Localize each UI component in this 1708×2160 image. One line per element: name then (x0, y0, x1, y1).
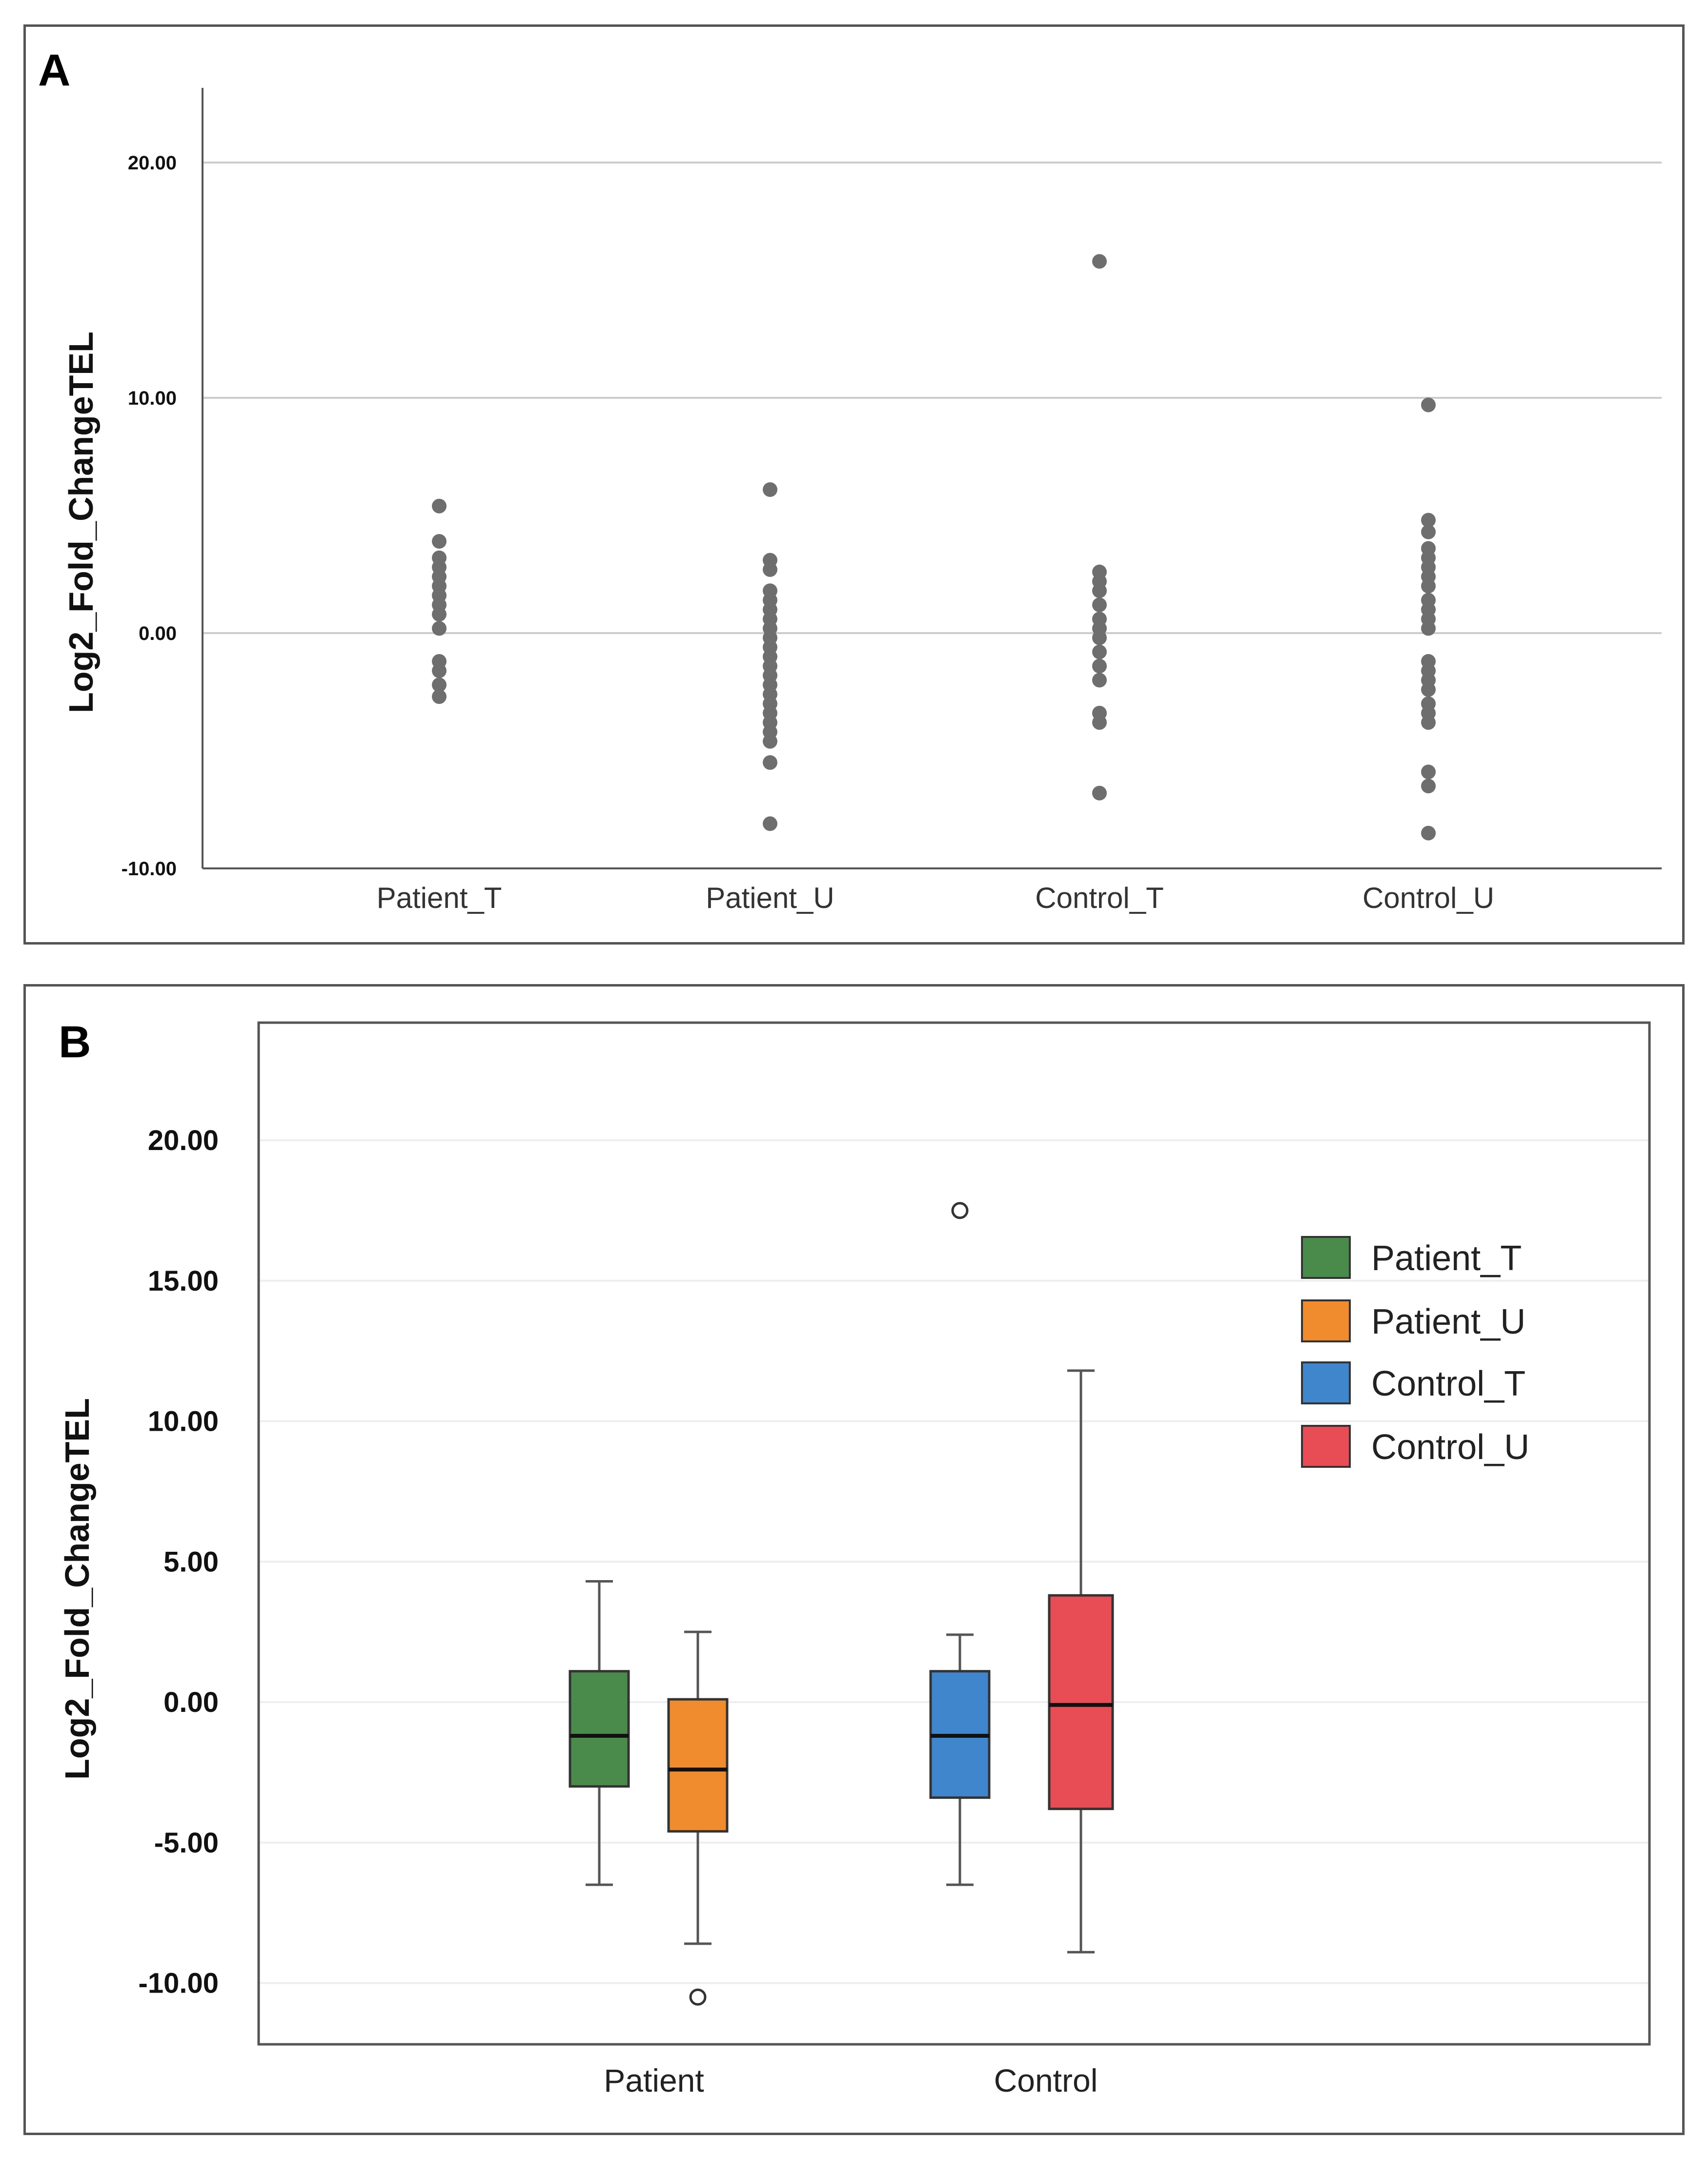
y-tick-label-b: 0.00 (163, 1687, 219, 1718)
x-tick-label-a: Control_T (1035, 882, 1163, 914)
data-point-patient-u (763, 755, 777, 770)
y-tick-label-b: 10.00 (148, 1406, 219, 1438)
data-point-patient-t (432, 689, 447, 704)
legend-swatch-patient-t (1301, 1236, 1351, 1279)
y-axis-label-a: Log2_Fold_ChangeTEL (62, 331, 100, 713)
y-tick-label-b: 15.00 (148, 1265, 219, 1297)
outlier-patient-u (689, 1988, 707, 2006)
data-point-control-u (1421, 764, 1436, 780)
legend-label-control-u: Control_U (1371, 1428, 1529, 1467)
y-tick-label-b: -10.00 (139, 1968, 219, 1999)
legend-label-patient-u: Patient_U (1371, 1302, 1525, 1341)
data-point-control-t (1092, 644, 1107, 659)
data-point-control-u (1421, 524, 1436, 539)
y-tick-label-b: 5.00 (163, 1546, 219, 1578)
data-point-control-u (1421, 513, 1436, 528)
scatter-plot-a: 20.00 10.00 0.00 -10.00 Log2_Fold_ChangeTEL P… (62, 88, 1662, 914)
data-point-patient-u (763, 734, 777, 749)
panel-b (23, 984, 1685, 2135)
x-tick-label-a: Control_U (1362, 882, 1494, 914)
panel-b-label: B (59, 1017, 91, 1067)
y-tick-label-a: -10.00 (122, 858, 177, 880)
data-point-control-t (1092, 658, 1107, 674)
data-point-patient-t (432, 678, 447, 693)
data-point-patient-t (432, 663, 447, 679)
data-point-control-u (1421, 825, 1436, 841)
y-tick-label-a: 0.00 (139, 623, 177, 644)
x-tick-label-b: Control (994, 2062, 1098, 2098)
panel-a (23, 24, 1685, 945)
legend-swatch-patient-u (1301, 1299, 1351, 1342)
y-tick-label-a: 10.00 (128, 388, 177, 409)
y-axis-label-b: Log2_Fold_ChangeTEL (58, 1398, 96, 1780)
data-point-patient-u (763, 816, 777, 831)
box-control-u (1048, 1594, 1114, 1810)
data-point-patient-t (432, 621, 447, 636)
data-point-control-t (1092, 715, 1107, 730)
data-point-control-u (1421, 578, 1436, 594)
legend-swatch-control-u (1301, 1425, 1351, 1468)
data-point-control-t (1092, 597, 1107, 613)
data-point-control-u (1421, 779, 1436, 794)
data-point-control-t (1092, 673, 1107, 688)
data-point-control-u (1421, 621, 1436, 636)
data-point-control-u (1421, 715, 1436, 730)
legend-label-control-t: Control_T (1371, 1364, 1525, 1403)
x-tick-label-b: Patient (604, 2062, 704, 2098)
x-tick-label-a: Patient_U (706, 882, 834, 914)
box-patient-t (569, 1670, 630, 1788)
data-point-control-t (1092, 630, 1107, 645)
x-tick-label-a: Patient_T (377, 882, 502, 914)
data-point-control-u (1421, 397, 1436, 412)
data-point-control-t (1092, 785, 1107, 801)
data-point-patient-u (763, 482, 777, 497)
data-point-control-t (1092, 583, 1107, 598)
data-point-control-t (1092, 254, 1107, 269)
data-point-control-u (1421, 682, 1436, 697)
data-point-patient-u (763, 562, 777, 577)
legend-swatch-control-t (1301, 1361, 1351, 1404)
y-tick-label-a: 20.00 (128, 152, 177, 174)
data-point-patient-t (432, 607, 447, 622)
data-point-patient-t (432, 534, 447, 549)
panel-a-label: A (38, 45, 71, 95)
y-tick-label-b: -5.00 (154, 1827, 219, 1859)
outlier-control-t (951, 1202, 969, 1219)
legend-label-patient-t: Patient_T (1371, 1239, 1522, 1278)
y-tick-label-b: 20.00 (148, 1125, 219, 1156)
box-patient-u (667, 1698, 729, 1833)
data-point-patient-t (432, 498, 447, 514)
plot-frame-b (257, 1021, 1651, 2046)
